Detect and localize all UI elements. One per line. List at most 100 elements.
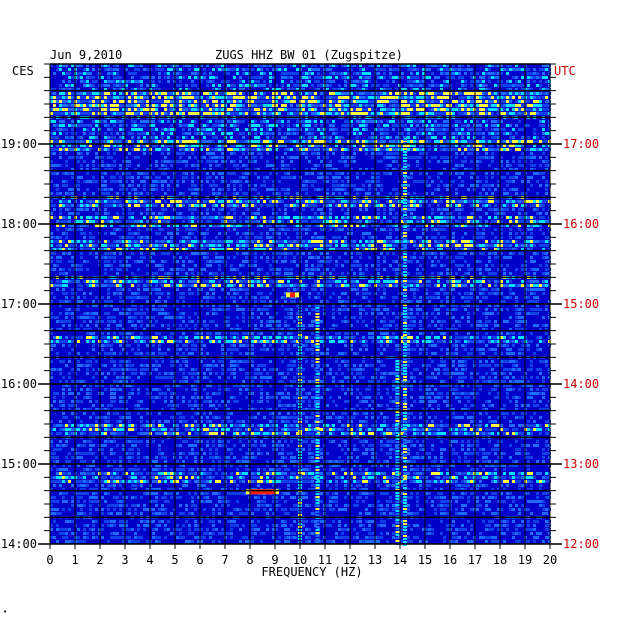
spectrogram-cell (236, 244, 239, 247)
spectrogram-cell (95, 200, 98, 203)
spectrogram-cell (182, 192, 185, 195)
spectrogram-cell (128, 228, 131, 231)
spectrogram-cell (332, 224, 335, 227)
spectrogram-cell (68, 208, 71, 211)
spectrogram-cell (368, 112, 371, 115)
spectrogram-cell (308, 160, 311, 163)
spectrogram-cell (164, 172, 167, 175)
spectrogram-cell (266, 232, 269, 235)
spectrogram-cell (395, 220, 398, 223)
spectrogram-cell (455, 132, 458, 135)
spectrogram-cell (413, 148, 416, 151)
spectrogram-cell (437, 100, 440, 103)
spectrogram-cell (341, 204, 344, 207)
spectrogram-cell (488, 140, 491, 143)
spectrogram-cell (476, 244, 479, 247)
spectrogram-cell (437, 224, 440, 227)
spectrogram-cell (137, 248, 140, 251)
spectrogram-cell (260, 96, 263, 99)
spectrogram-cell (233, 128, 236, 131)
spectrogram-cell (155, 200, 158, 203)
spectrogram-cell (482, 88, 485, 91)
spectrogram-cell (152, 244, 155, 247)
spectrogram-cell (218, 172, 221, 175)
spectrogram-cell (338, 92, 341, 95)
spectrogram-cell (326, 240, 329, 243)
spectrogram-cell (452, 232, 455, 235)
spectrogram-cell (236, 92, 239, 95)
spectrogram-cell (185, 96, 188, 99)
spectrogram-cell (344, 148, 347, 151)
spectrogram-cell (401, 64, 404, 67)
spectrogram-cell (59, 120, 62, 123)
spectrogram-cell (71, 168, 74, 171)
spectrogram-cell (443, 140, 446, 143)
spectrogram-cell (119, 136, 122, 139)
spectrogram-cell (311, 96, 314, 99)
spectrogram-cell (140, 192, 143, 195)
spectrogram-cell (419, 140, 422, 143)
spectrogram-cell (419, 240, 422, 243)
spectrogram-cell (497, 132, 500, 135)
spectrogram-cell (92, 84, 95, 87)
spectrogram-cell (188, 132, 191, 135)
spectrogram-cell (134, 144, 137, 147)
spectrogram-cell (464, 160, 467, 163)
spectrogram-cell (107, 200, 110, 203)
spectrogram-cell (239, 148, 242, 151)
spectrogram-cell (497, 220, 500, 223)
spectrogram-cell (221, 240, 224, 243)
spectrogram-cell (128, 232, 131, 235)
spectrogram-cell (56, 148, 59, 151)
spectrogram-cell (233, 140, 236, 143)
spectrogram-cell (488, 64, 491, 67)
spectrogram-cell (227, 228, 230, 231)
spectrogram-cell (392, 108, 395, 111)
spectrogram-cell (341, 244, 344, 247)
spectrogram-cell (461, 236, 464, 239)
spectrogram-cell (62, 64, 65, 67)
spectrogram-cell (404, 140, 407, 143)
spectrogram-cell (104, 192, 107, 195)
spectrogram-cell (344, 96, 347, 99)
spectrogram-cell (188, 144, 191, 147)
spectrogram-cell (509, 92, 512, 95)
spectrogram-cell (206, 148, 209, 151)
spectrogram-cell (344, 160, 347, 163)
spectrogram-cell (176, 104, 179, 107)
spectrogram-cell (146, 240, 149, 243)
spectrogram-cell (470, 68, 473, 71)
spectrogram-cell (329, 212, 332, 215)
spectrogram-cell (59, 104, 62, 107)
spectrogram-cell (311, 120, 314, 123)
spectrogram-cell (179, 160, 182, 163)
spectrogram-cell (353, 64, 356, 67)
spectrogram-cell (215, 164, 218, 167)
spectrogram-cell (113, 112, 116, 115)
spectrogram-cell (335, 228, 338, 231)
spectrogram-cell (347, 184, 350, 187)
spectrogram-cell (335, 144, 338, 147)
spectrogram-cell (506, 112, 509, 115)
spectrogram-cell (317, 236, 320, 239)
spectrogram-cell (329, 124, 332, 127)
spectrogram-cell (182, 92, 185, 95)
spectrogram-cell (476, 228, 479, 231)
spectrogram-cell (434, 200, 437, 203)
spectrogram-cell (104, 140, 107, 143)
spectrogram-cell (389, 136, 392, 139)
spectrogram-cell (263, 100, 266, 103)
spectrogram-cell (461, 100, 464, 103)
spectrogram-cell (71, 128, 74, 131)
spectrogram-cell (212, 104, 215, 107)
spectrogram-cell (296, 144, 299, 147)
spectrogram-cell (365, 96, 368, 99)
spectrogram-cell (191, 136, 194, 139)
spectrogram-cell (185, 228, 188, 231)
spectrogram-cell (236, 224, 239, 227)
spectrogram-cell (113, 124, 116, 127)
spectrogram-cell (479, 208, 482, 211)
spectrogram-cell (491, 92, 494, 95)
spectrogram-cell (482, 144, 485, 147)
spectrogram-cell (533, 164, 536, 167)
